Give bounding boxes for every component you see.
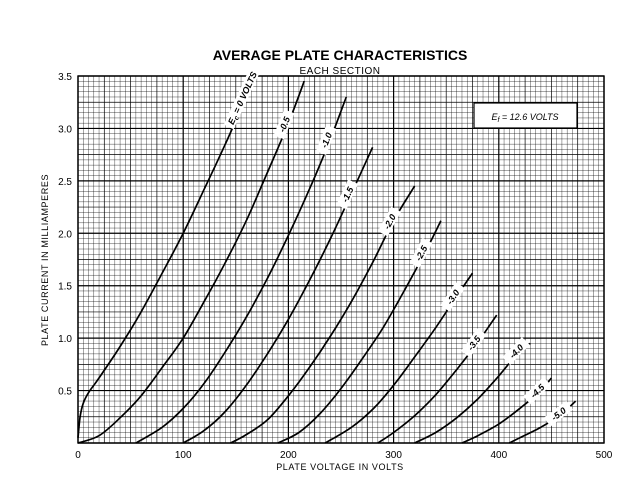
curve-label-background — [336, 179, 359, 210]
chart-title: AVERAGE PLATE CHARACTERISTICS — [213, 47, 468, 63]
x-tick-label: 0 — [75, 450, 81, 461]
x-tick-label: 300 — [385, 450, 402, 461]
y-tick-label: 2.0 — [58, 229, 72, 240]
x-tick-label: 200 — [280, 450, 297, 461]
curve-label-background — [543, 400, 573, 427]
annotation-frame — [473, 102, 578, 129]
tick-labels: 0 100 200 300 400 500 0.5 1.0 1.5 2.0 2.5 3.0 3.5 — [58, 72, 613, 461]
y-tick-label: 1.0 — [58, 334, 72, 345]
curve-0-volts — [77, 75, 258, 438]
curve--2-0 — [230, 185, 416, 444]
x-axis-label: PLATE VOLTAGE IN VOLTS — [276, 462, 404, 472]
y-axis-label: PLATE CURRENT IN MILLIAMPERES — [40, 174, 50, 346]
y-tick-label: 3.0 — [58, 124, 72, 135]
plot-frame — [77, 75, 605, 444]
x-tick-label: 100 — [175, 450, 192, 461]
curve-label-background — [223, 66, 261, 130]
curve--0-5 — [77, 80, 305, 444]
x-tick-label: 500 — [596, 450, 613, 461]
curve-label-background — [502, 337, 530, 365]
chart-subtitle: EACH SECTION — [299, 66, 380, 77]
curve-label: Ec = 0 VOLTS — [226, 70, 261, 127]
curve-label-background — [273, 109, 295, 140]
curve-label-background — [523, 377, 552, 405]
axes — [77, 75, 605, 444]
y-tick-label: 2.5 — [58, 177, 72, 188]
annotation-text: Ef = 12.6 VOLTS — [491, 112, 558, 124]
x-tick-label: 400 — [490, 450, 507, 461]
curve--1-5 — [182, 146, 374, 444]
curve--1-0 — [135, 96, 348, 444]
curve-label-background — [440, 282, 466, 312]
y-tick-label: 3.5 — [58, 72, 72, 83]
curve-label-background — [409, 238, 433, 268]
curve-label-background — [461, 328, 487, 358]
y-tick-label: 1.5 — [58, 282, 72, 293]
curve-label-background — [315, 124, 337, 156]
y-tick-label: 0.5 — [58, 387, 72, 398]
curve-label-background — [377, 206, 401, 237]
filament-voltage-annotation: Ef = 12.6 VOLTS — [473, 102, 578, 129]
